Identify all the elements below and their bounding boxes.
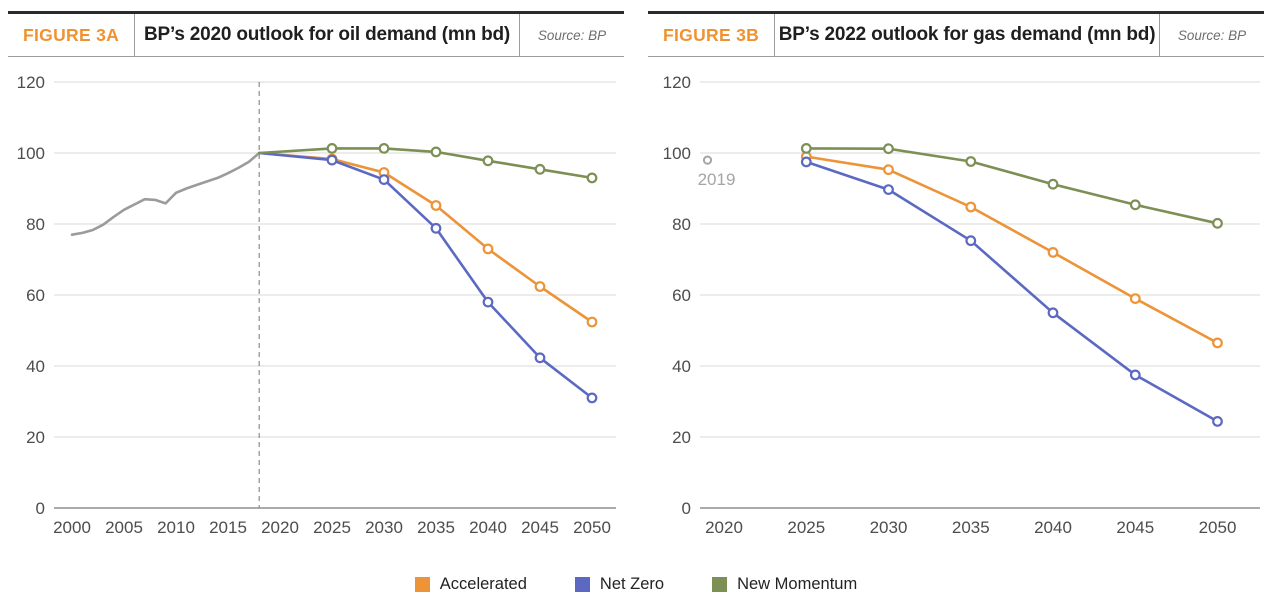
series-marker-new-momentum bbox=[883, 143, 894, 155]
legend-item-accelerated: Accelerated bbox=[414, 575, 527, 594]
series-marker-accelerated bbox=[1047, 246, 1059, 258]
y-tick-label: 40 bbox=[672, 357, 691, 376]
y-tick-label: 80 bbox=[26, 215, 45, 234]
legend-label-new-momentum: New Momentum bbox=[737, 575, 858, 593]
legend-item-net-zero: Net Zero bbox=[574, 575, 665, 594]
y-tick-label: 80 bbox=[672, 215, 691, 234]
figure-3b-header: FIGURE 3B BP’s 2022 outlook for gas dema… bbox=[648, 11, 1264, 57]
x-tick-label: 2050 bbox=[1199, 518, 1237, 537]
figure-3a-panel: FIGURE 3A BP’s 2020 outlook for oil dema… bbox=[8, 11, 624, 549]
x-tick-label: 2025 bbox=[787, 518, 825, 537]
figures-row: FIGURE 3A BP’s 2020 outlook for oil dema… bbox=[8, 11, 1264, 549]
x-tick-label: 2015 bbox=[209, 518, 247, 537]
report-figures-page: FIGURE 3A BP’s 2020 outlook for oil dema… bbox=[0, 11, 1272, 594]
figure-3a-label: FIGURE 3A bbox=[8, 14, 136, 56]
y-tick-label: 60 bbox=[672, 286, 691, 305]
y-tick-label: 100 bbox=[17, 144, 45, 163]
annotation-point-marker bbox=[702, 155, 713, 165]
series-marker-new-momentum bbox=[326, 142, 338, 154]
x-tick-label: 2005 bbox=[105, 518, 143, 537]
series-marker-new-momentum bbox=[965, 156, 977, 167]
x-tick-label: 2020 bbox=[705, 518, 743, 537]
y-tick-label: 120 bbox=[17, 73, 45, 92]
series-line-accelerated bbox=[257, 151, 594, 324]
y-tick-label: 0 bbox=[36, 499, 45, 518]
series-marker-net-zero bbox=[1129, 369, 1141, 381]
series-marker-net-zero bbox=[326, 154, 338, 166]
series-marker-new-momentum bbox=[378, 142, 390, 154]
series-marker-accelerated bbox=[586, 316, 598, 328]
x-tick-label: 2010 bbox=[157, 518, 195, 537]
x-tick-label: 2040 bbox=[469, 518, 507, 537]
figure-3a-source: Source: BP bbox=[519, 14, 624, 56]
series-marker-new-momentum bbox=[800, 142, 812, 154]
series-marker-accelerated bbox=[534, 281, 546, 292]
new-momentum-swatch-icon bbox=[712, 577, 728, 592]
figure-3b-title: BP’s 2022 outlook for gas demand (mn bd) bbox=[778, 24, 1156, 45]
accelerated-swatch-icon bbox=[414, 577, 430, 592]
series-marker-new-momentum bbox=[1129, 199, 1141, 211]
series-marker-new-momentum bbox=[482, 155, 494, 167]
series-marker-new-momentum bbox=[586, 172, 598, 184]
y-tick-label: 20 bbox=[26, 428, 45, 447]
series-marker-accelerated bbox=[965, 201, 977, 213]
x-tick-label: 2040 bbox=[1034, 518, 1072, 537]
figure-3a-title: BP’s 2020 outlook for oil demand (mn bd) bbox=[143, 24, 511, 45]
y-tick-label: 120 bbox=[663, 73, 691, 92]
x-tick-label: 2035 bbox=[417, 518, 455, 537]
figure-3a-header: FIGURE 3A BP’s 2020 outlook for oil dema… bbox=[8, 11, 624, 57]
legend-label-net-zero: Net Zero bbox=[599, 575, 665, 593]
y-tick-label: 60 bbox=[26, 286, 45, 305]
x-tick-label: 2045 bbox=[521, 518, 559, 537]
series-marker-new-momentum bbox=[1047, 178, 1059, 190]
y-tick-label: 0 bbox=[682, 499, 691, 518]
series-marker-net-zero bbox=[965, 235, 977, 247]
series-marker-net-zero bbox=[1212, 416, 1223, 427]
series-marker-net-zero bbox=[534, 352, 546, 364]
series-marker-net-zero bbox=[883, 184, 894, 196]
series-marker-new-momentum bbox=[1212, 217, 1223, 229]
series-marker-net-zero bbox=[482, 296, 494, 308]
series-marker-net-zero bbox=[800, 156, 812, 168]
series-marker-new-momentum bbox=[430, 146, 442, 158]
series-marker-accelerated bbox=[883, 164, 894, 176]
series-marker-new-momentum bbox=[534, 163, 546, 175]
series-marker-accelerated bbox=[1212, 337, 1223, 349]
series-marker-net-zero bbox=[378, 174, 390, 185]
x-tick-label: 2025 bbox=[313, 518, 351, 537]
history-line bbox=[70, 151, 261, 236]
series-line-net-zero bbox=[805, 160, 1219, 423]
legend-item-new-momentum: New Momentum bbox=[712, 575, 857, 594]
y-tick-label: 100 bbox=[663, 144, 691, 163]
series-marker-net-zero bbox=[586, 392, 598, 404]
x-tick-label: 2045 bbox=[1116, 518, 1154, 537]
annotation-point-label: 2019 bbox=[698, 170, 736, 189]
x-tick-label: 2000 bbox=[53, 518, 91, 537]
series-marker-net-zero bbox=[430, 222, 442, 234]
x-tick-label: 2030 bbox=[870, 518, 908, 537]
chart-legend: Accelerated Net Zero New Momentum bbox=[0, 575, 1272, 594]
x-tick-label: 2035 bbox=[952, 518, 990, 537]
series-marker-accelerated bbox=[482, 243, 494, 255]
figure-3b-source: Source: BP bbox=[1159, 14, 1264, 56]
figure-3b-label: FIGURE 3B bbox=[648, 14, 776, 56]
series-marker-net-zero bbox=[1047, 307, 1059, 319]
legend-label-accelerated: Accelerated bbox=[439, 575, 527, 593]
x-tick-label: 2050 bbox=[573, 518, 611, 537]
y-tick-label: 20 bbox=[672, 428, 691, 447]
series-marker-accelerated bbox=[430, 200, 442, 211]
series-marker-accelerated bbox=[1129, 293, 1141, 305]
x-tick-label: 2030 bbox=[365, 518, 403, 537]
x-tick-label: 2020 bbox=[261, 518, 299, 537]
net-zero-swatch-icon bbox=[574, 577, 590, 592]
y-tick-label: 40 bbox=[26, 357, 45, 376]
figure-3b-panel: FIGURE 3B BP’s 2022 outlook for gas dema… bbox=[648, 11, 1264, 549]
series-line-new-momentum bbox=[805, 147, 1219, 225]
series-line-accelerated bbox=[805, 155, 1219, 345]
